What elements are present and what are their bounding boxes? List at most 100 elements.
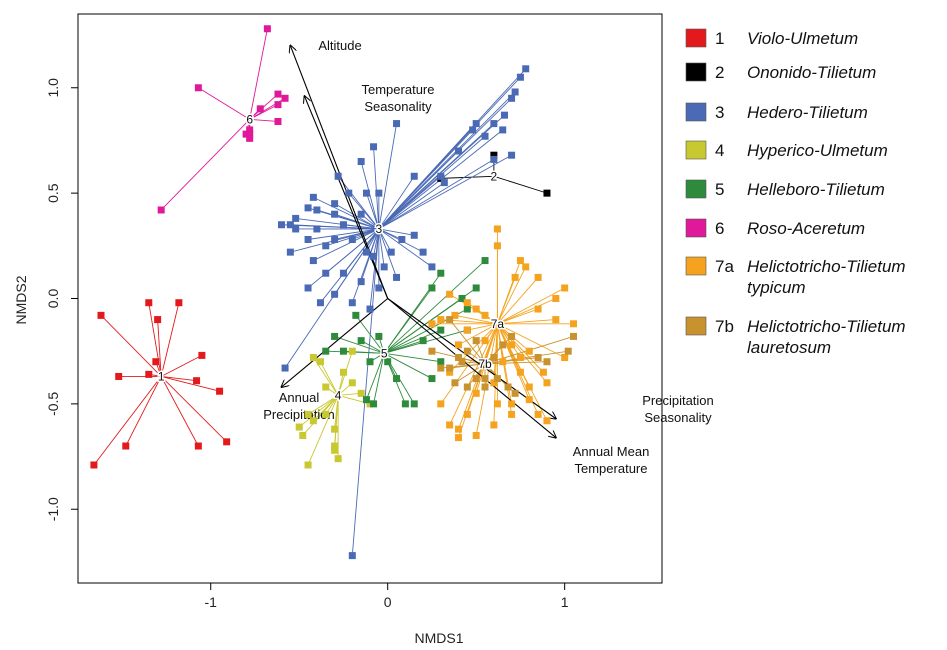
point-group-7a xyxy=(463,299,471,307)
vector-label: Precipitation xyxy=(263,407,335,422)
point-group-7b xyxy=(481,383,489,391)
spider-line-4 xyxy=(307,395,339,466)
point-group-3 xyxy=(500,111,508,119)
point-group-3 xyxy=(499,126,507,134)
spider-line-4 xyxy=(302,395,339,436)
point-group-5 xyxy=(437,269,445,277)
point-group-3 xyxy=(398,235,406,243)
point-group-7a xyxy=(451,311,459,319)
centroid-label-6: 6 xyxy=(246,112,253,126)
spider-line-3 xyxy=(366,192,380,230)
spider-line-7a xyxy=(449,323,498,426)
spider-line-5 xyxy=(383,352,433,379)
point-group-3 xyxy=(440,179,448,187)
point-group-7a xyxy=(463,410,471,418)
point-group-3 xyxy=(309,257,317,265)
point-group-5 xyxy=(375,332,383,340)
point-group-7a xyxy=(516,354,524,362)
spider-line-3 xyxy=(378,175,442,230)
point-group-7a xyxy=(508,341,516,349)
spider-line-3 xyxy=(378,154,512,230)
point-group-3 xyxy=(357,158,365,166)
point-group-7a xyxy=(472,305,480,313)
spider-line-3 xyxy=(378,129,473,230)
point-group-7b xyxy=(472,337,480,345)
point-group-3 xyxy=(387,248,395,256)
spider-line-5 xyxy=(383,260,486,354)
point-group-1 xyxy=(97,311,105,319)
spider-line-4 xyxy=(313,395,339,422)
legend-swatch-7a xyxy=(685,256,707,276)
spider-line-3 xyxy=(360,161,380,230)
point-group-3 xyxy=(345,189,353,197)
point-group-7b xyxy=(493,375,501,383)
legend-swatch-2 xyxy=(685,62,707,82)
point-group-3 xyxy=(511,88,519,96)
point-group-3 xyxy=(286,221,294,229)
point-group-6 xyxy=(246,126,254,134)
spider-line-6 xyxy=(249,104,279,120)
point-group-3 xyxy=(322,242,330,250)
point-group-3 xyxy=(339,221,347,229)
point-group-7b xyxy=(564,347,572,355)
point-group-5 xyxy=(428,284,436,292)
spider-line-3 xyxy=(378,228,385,267)
point-group-3 xyxy=(331,290,339,298)
vector-label: Seasonality xyxy=(364,99,432,114)
spider-line-6 xyxy=(198,87,250,120)
vector-label: Annual xyxy=(279,390,320,405)
point-group-7a xyxy=(493,242,501,250)
point-group-7a xyxy=(437,316,445,324)
point-group-4 xyxy=(331,425,339,433)
point-group-6 xyxy=(281,94,289,102)
centroid-label-2: 2 xyxy=(491,169,498,183)
point-group-7a xyxy=(454,341,462,349)
spider-line-4 xyxy=(307,395,339,415)
point-group-6 xyxy=(274,90,282,98)
x-tick-label: -1 xyxy=(205,594,218,610)
point-group-3 xyxy=(281,364,289,372)
point-group-4 xyxy=(331,442,339,450)
point-group-7a xyxy=(481,311,489,319)
point-group-7a xyxy=(454,434,462,442)
point-group-3 xyxy=(304,204,312,212)
legend-number-5: 5 xyxy=(715,180,724,199)
vector-label: Temperature xyxy=(362,82,435,97)
vector-arrow xyxy=(387,298,556,438)
point-group-4 xyxy=(316,358,324,366)
spider-line-5 xyxy=(383,298,463,354)
point-group-7a xyxy=(525,347,533,355)
point-group-3 xyxy=(304,235,312,243)
spider-line-3 xyxy=(334,203,380,230)
point-group-3 xyxy=(362,189,370,197)
legend-number-3: 3 xyxy=(715,103,724,122)
spider-line-7a xyxy=(497,323,544,373)
point-group-1 xyxy=(216,387,224,395)
spider-line-1 xyxy=(160,376,227,443)
spider-line-5 xyxy=(360,340,385,354)
point-group-7a xyxy=(493,400,501,408)
spider-line-7a xyxy=(458,323,498,346)
legend-swatch-1 xyxy=(685,28,707,48)
point-group-7a xyxy=(552,295,560,302)
point-group-3 xyxy=(357,210,365,218)
point-group-5 xyxy=(463,305,471,313)
point-group-7b xyxy=(463,347,471,355)
point-group-1 xyxy=(223,438,231,446)
point-group-5 xyxy=(419,337,427,345)
legend-number-7a: 7a xyxy=(715,257,734,276)
legend-name-7b: lauretosum xyxy=(747,338,831,357)
legend-name-7a: Helictotricho-Tilietum xyxy=(747,257,906,276)
ticks-layer: -1 0 1 -1.0 -0.5 0.0 0.5 1.0 xyxy=(45,78,569,610)
spider-line-5 xyxy=(373,353,385,404)
point-group-4 xyxy=(322,410,330,418)
point-group-5 xyxy=(410,400,418,408)
point-group-7b xyxy=(451,379,459,387)
spider-line-1 xyxy=(157,319,162,377)
point-group-3 xyxy=(410,172,418,180)
point-group-3 xyxy=(370,252,378,260)
spider-line-3 xyxy=(351,228,380,556)
vector-arrow xyxy=(282,298,389,388)
y-tick-label: -1.0 xyxy=(45,497,61,521)
point-group-3 xyxy=(331,235,339,243)
